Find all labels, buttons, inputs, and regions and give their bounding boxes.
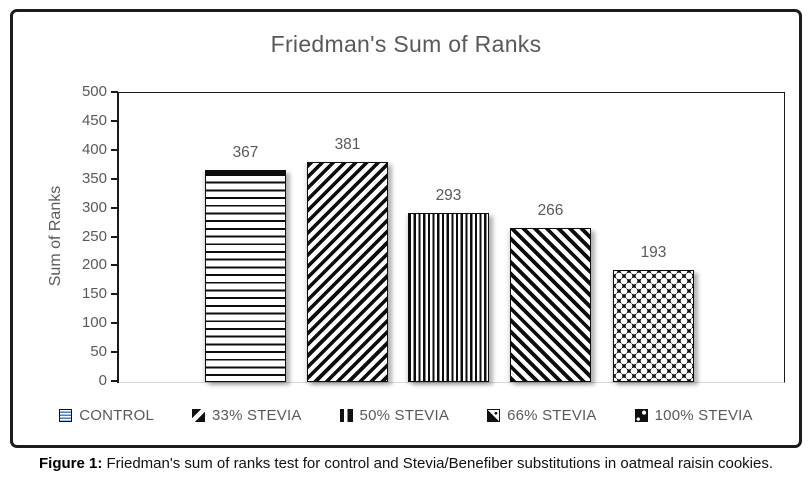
- bar-33-stevia: [307, 162, 388, 382]
- legend-label: 33% STEVIA: [212, 407, 302, 424]
- y-major-tick: [111, 119, 118, 122]
- bar-value-label: 266: [537, 202, 564, 219]
- y-tick-label: 100: [81, 314, 107, 332]
- legend-key-dots-on-black-icon: [634, 409, 648, 422]
- y-major-tick: [111, 351, 118, 354]
- y-tick-label: 300: [81, 198, 107, 216]
- chart-frame: Friedman's Sum of Ranks Sum of Ranks 367…: [10, 9, 802, 448]
- legend-key-diagonal-up-icon: [192, 409, 205, 422]
- y-major-tick: [111, 322, 118, 325]
- legend-label: 50% STEVIA: [359, 407, 450, 424]
- bar-50-stevia: [408, 213, 489, 382]
- bar-value-label: 381: [334, 136, 361, 153]
- y-tick-label: 200: [81, 256, 107, 274]
- figure-caption-text: Friedman's sum of ranks test for control…: [102, 455, 774, 472]
- y-tick-label: 250: [81, 227, 107, 245]
- y-major-tick: [111, 91, 118, 93]
- y-tick-label: 400: [81, 140, 107, 158]
- plot-area: 367 381 293 266 193: [119, 92, 785, 383]
- legend-label: 66% STEVIA: [507, 407, 597, 424]
- y-major-tick: [111, 293, 118, 296]
- y-major-tick: [111, 148, 118, 151]
- chart-legend: CONTROL 33% STEVIA 50% STEVIA 66% STEVIA 100…: [13, 407, 799, 424]
- figure-caption: Figure 1: Friedman's sum of ranks test f…: [0, 455, 812, 472]
- bar-value-label: 193: [640, 244, 667, 261]
- y-tick-label: 350: [81, 169, 107, 187]
- y-tick-label: 500: [81, 83, 107, 100]
- y-tick-label: 450: [81, 111, 107, 129]
- legend-label: 100% STEVIA: [654, 407, 753, 424]
- bar-control: [205, 170, 286, 382]
- legend-item-control: CONTROL: [59, 407, 154, 424]
- legend-item-100-stevia: 100% STEVIA: [634, 407, 753, 424]
- y-tick-label: 50: [90, 343, 107, 361]
- bar-value-label: 293: [435, 187, 462, 204]
- legend-item-66-stevia: 66% STEVIA: [487, 407, 597, 424]
- bar-100-stevia: [613, 270, 694, 382]
- y-axis-line: [117, 92, 120, 383]
- y-major-tick: [111, 235, 118, 238]
- legend-key-vertical-lines-icon: [339, 409, 353, 422]
- legend-item-50-stevia: 50% STEVIA: [339, 407, 450, 424]
- y-major-tick: [111, 380, 118, 382]
- y-tick-label: 150: [81, 285, 107, 303]
- bar-value-label: 367: [232, 144, 259, 161]
- legend-item-33-stevia: 33% STEVIA: [192, 407, 302, 424]
- figure-caption-label: Figure 1:: [38, 455, 103, 472]
- chart-title: Friedman's Sum of Ranks: [270, 31, 542, 57]
- y-major-tick: [111, 177, 118, 180]
- y-tick-label: 0: [98, 372, 107, 389]
- bar-66-stevia: [510, 228, 591, 382]
- legend-key-diagonal-down-icon: [487, 409, 501, 422]
- y-major-tick: [111, 264, 118, 267]
- legend-key-horizontal-lines-icon: [59, 409, 73, 422]
- legend-label: CONTROL: [79, 407, 154, 424]
- y-major-tick: [111, 206, 118, 209]
